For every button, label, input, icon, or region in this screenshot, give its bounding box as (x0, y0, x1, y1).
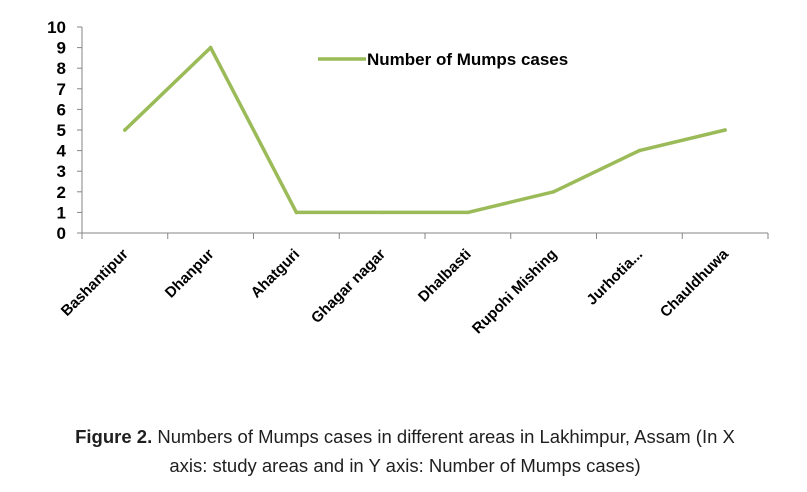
data-point (637, 148, 642, 153)
caption-label: Figure 2. (75, 426, 153, 447)
y-tick-label: 7 (57, 80, 66, 99)
legend-label: Number of Mumps cases (367, 50, 568, 69)
data-point (723, 128, 727, 132)
data-point (380, 210, 384, 215)
y-tick-label: 6 (57, 100, 66, 119)
caption-text-line1: Numbers of Mumps cases in different area… (152, 426, 735, 447)
series-lines (123, 45, 727, 215)
y-tick-label: 8 (57, 59, 66, 78)
line-chart: 0 12 34 5 67 89 10 Bashantipur Dhanpur Ahatguri G… (47, 18, 769, 338)
data-point (208, 45, 213, 50)
y-tick-label: 0 (57, 224, 66, 243)
legend: Number of Mumps cases (318, 50, 568, 69)
data-point (294, 210, 299, 215)
x-category-label: Ghagar nagar (308, 246, 389, 327)
data-point (123, 128, 127, 132)
caption-text-line2: axis: study areas and in Y axis: Number … (169, 455, 641, 476)
x-category-label: Dhanpur (162, 246, 218, 302)
x-category-label: Dhalbasti (415, 246, 475, 306)
series-line (123, 45, 727, 215)
y-tick-label: 4 (57, 142, 67, 161)
y-tick-label: 10 (47, 18, 66, 37)
x-axis-categories: Bashantipur Dhanpur Ahatguri Ghagar nagar Dh… (58, 233, 769, 338)
y-tick-label: 2 (57, 183, 66, 202)
data-point (466, 210, 470, 215)
x-category-label: Chauldhuwa (657, 245, 733, 321)
x-category-label: Jurhotia... (583, 246, 646, 309)
x-category-label: Rupohi Mishing (469, 246, 561, 338)
x-category-label: Ahatguri (248, 246, 304, 302)
y-tick-label: 9 (57, 39, 66, 58)
y-tick-label: 1 (57, 203, 66, 222)
figure-caption: Figure 2. Numbers of Mumps cases in diff… (20, 422, 790, 480)
y-tick-label: 3 (57, 162, 66, 181)
x-category-label: Bashantipur (58, 246, 132, 320)
y-axis-ticks: 0 12 34 5 67 89 10 (47, 18, 82, 243)
y-tick-label: 5 (57, 121, 66, 140)
data-point (551, 190, 556, 194)
